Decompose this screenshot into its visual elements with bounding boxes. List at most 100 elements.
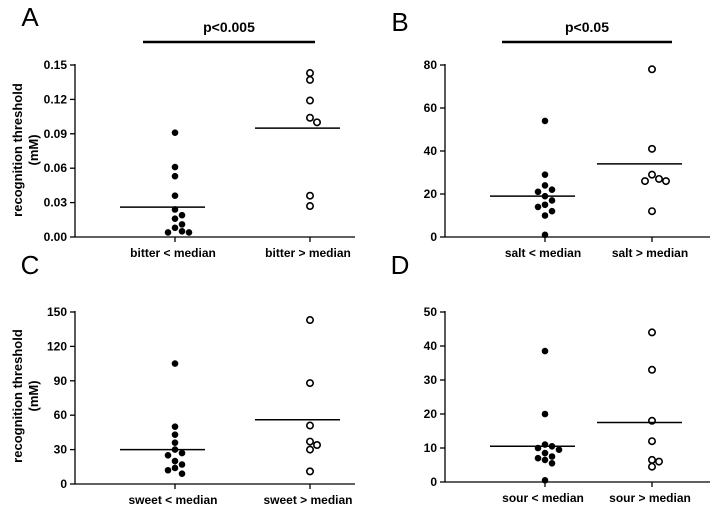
data-point	[305, 202, 314, 211]
data-point	[312, 441, 321, 450]
data-point	[548, 453, 556, 460]
data-point	[305, 467, 314, 476]
data-point	[185, 229, 193, 236]
y-tick-label: 60	[54, 408, 68, 422]
data-point	[541, 182, 549, 189]
data-point	[171, 423, 179, 430]
data-point	[541, 231, 549, 239]
data-point	[171, 224, 179, 232]
data-point	[541, 117, 549, 125]
data-point	[647, 170, 656, 179]
data-point	[171, 192, 179, 200]
data-point	[654, 457, 663, 466]
panel-d: D 0 10 20 30 40 50 sour < median sour > median	[391, 250, 710, 505]
data-point	[305, 316, 314, 325]
y-tick-label: 80	[424, 58, 438, 72]
data-point	[647, 455, 656, 464]
y-tick-label: 30	[424, 373, 438, 387]
data-point	[178, 449, 186, 457]
panel-b: B 0 20 40 60 80 salt < median salt > median p<0.…	[391, 7, 710, 260]
data-point	[548, 197, 556, 204]
data-point	[541, 201, 549, 209]
y-axis-title: recognition threshold(mM)	[10, 83, 41, 217]
y-tick-label: 0.15	[44, 58, 68, 72]
data-point	[647, 365, 656, 374]
data-point	[661, 177, 670, 186]
data-point	[171, 360, 179, 367]
data-point	[305, 445, 314, 454]
data-point	[647, 462, 656, 471]
y-tick-label: 150	[47, 305, 67, 319]
y-tick-label: 90	[54, 374, 68, 388]
data-point	[305, 421, 314, 430]
data-point	[164, 466, 172, 474]
x-category-label: bitter < median	[130, 246, 216, 260]
y-tick-label: 0.00	[44, 230, 68, 244]
y-tick-label: 0	[60, 477, 67, 491]
data-point	[541, 477, 549, 484]
data-point	[534, 454, 542, 462]
data-point	[171, 172, 179, 180]
data-point	[178, 470, 186, 477]
data-point	[541, 212, 549, 219]
data-point	[541, 456, 549, 464]
panel-c: C 0 30 60 90 120 150 sweet < median sweet > medi…	[21, 250, 355, 507]
data-point	[647, 144, 656, 153]
data-point	[164, 229, 172, 236]
y-tick-label: 120	[47, 339, 67, 353]
y-tick-label: 40	[424, 144, 438, 158]
data-point	[548, 186, 556, 193]
y-axis-title-line2: (mM)	[26, 380, 41, 411]
data-point	[171, 163, 179, 171]
x-category-label: sour > median	[609, 491, 691, 505]
data-point	[647, 328, 656, 337]
y-tick-label: 30	[54, 443, 68, 457]
data-point	[178, 227, 186, 235]
y-tick-label: 20	[424, 187, 438, 201]
data-point	[305, 69, 314, 78]
y-tick-label: 20	[424, 407, 438, 421]
significance-label: p<0.005	[203, 19, 255, 35]
data-point	[305, 113, 314, 122]
data-point	[171, 464, 179, 472]
data-point	[541, 347, 549, 355]
y-axis-title-line1: recognition threshold	[10, 329, 25, 463]
data-point	[305, 96, 314, 105]
data-point	[305, 191, 314, 200]
y-tick-label: 10	[424, 441, 438, 455]
x-category-label: bitter > median	[265, 246, 351, 260]
panel-letter: A	[21, 2, 39, 32]
data-point	[164, 452, 172, 459]
data-point	[541, 171, 549, 178]
y-axis-title: recognition threshold(mM)	[10, 329, 41, 463]
data-point	[640, 177, 649, 186]
data-point	[305, 75, 314, 84]
y-tick-label: 0	[430, 230, 437, 244]
significance-label: p<0.05	[565, 19, 609, 35]
data-point	[548, 207, 556, 215]
data-point	[654, 174, 663, 183]
data-point	[534, 188, 542, 196]
data-point	[541, 410, 549, 418]
y-tick-label: 0	[430, 475, 437, 489]
data-point	[171, 129, 179, 136]
panel-a: A 0.00 0.03 0.06 0.09 0.12 0.15 bitter < median…	[21, 2, 355, 260]
data-point	[312, 118, 321, 127]
y-axis-title-line2: (mM)	[26, 134, 41, 165]
y-tick-label: 0.06	[44, 161, 68, 175]
panel-letter: C	[21, 250, 40, 280]
y-tick-label: 40	[424, 339, 438, 353]
data-point	[171, 215, 179, 222]
data-point	[171, 431, 179, 438]
data-point	[548, 460, 556, 467]
y-tick-label: 0.03	[44, 196, 68, 210]
data-point	[178, 221, 186, 228]
data-point	[647, 65, 656, 74]
data-point	[555, 446, 563, 454]
x-category-label: sweet < median	[128, 493, 217, 507]
data-point	[178, 211, 186, 219]
x-category-label: salt < median	[505, 246, 581, 260]
data-point	[541, 449, 549, 457]
data-point	[171, 439, 179, 447]
